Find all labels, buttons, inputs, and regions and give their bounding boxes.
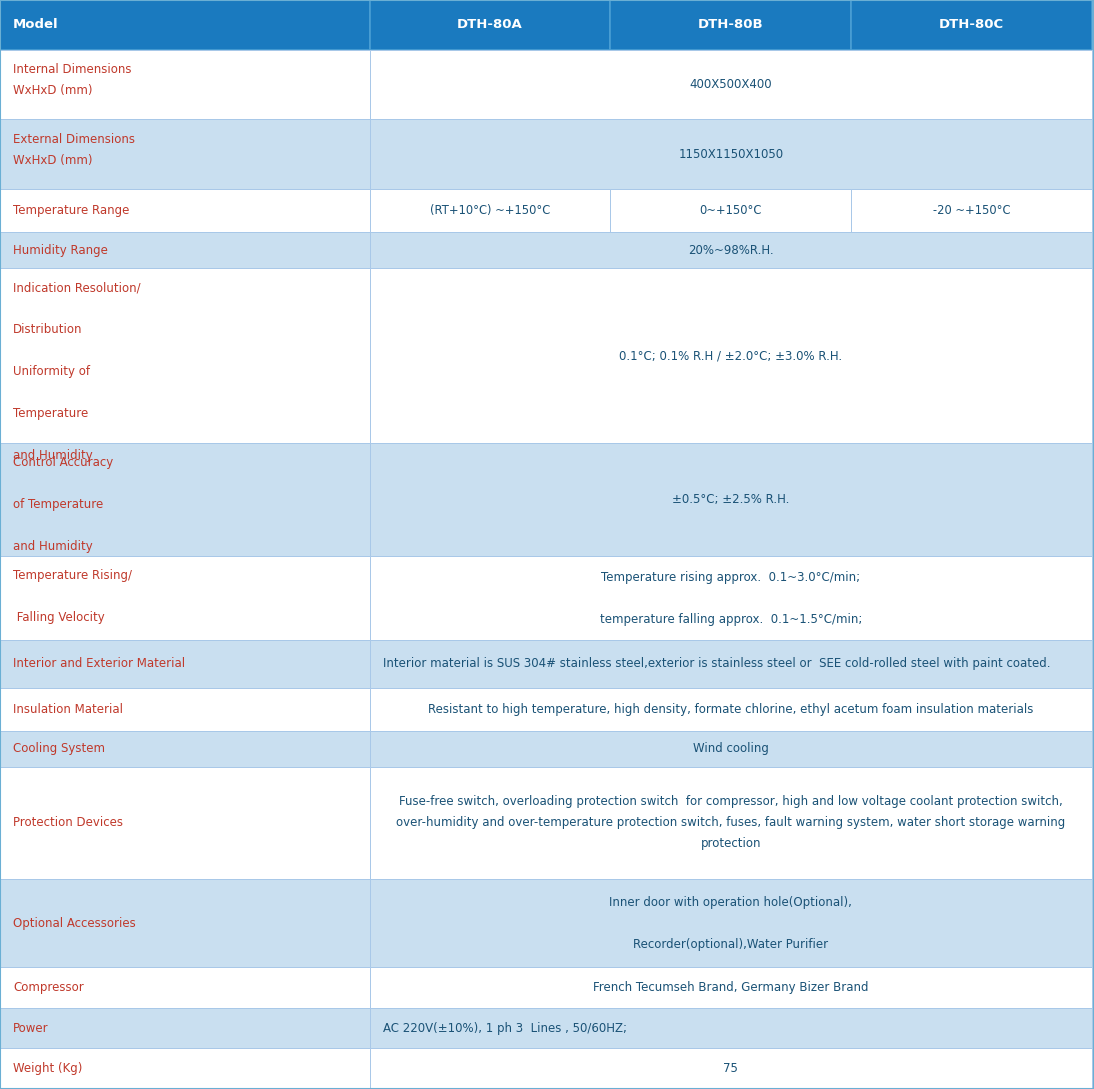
Bar: [0, 232, 370, 268]
Text: External Dimensions
WxHxD (mm): External Dimensions WxHxD (mm): [13, 133, 136, 167]
Bar: [370, 687, 1092, 731]
Bar: [370, 443, 1092, 555]
Bar: [0, 120, 370, 189]
Bar: [0, 1007, 370, 1049]
Bar: [370, 232, 1092, 268]
Bar: [0, 879, 370, 967]
Bar: [370, 640, 1092, 687]
Bar: [370, 189, 610, 232]
Bar: [0, 555, 370, 640]
Bar: [0, 687, 370, 731]
Bar: [370, 0, 610, 50]
Text: 0~+150°C: 0~+150°C: [699, 205, 763, 218]
Text: 0.1°C; 0.1% R.H / ±2.0°C; ±3.0% R.H.: 0.1°C; 0.1% R.H / ±2.0°C; ±3.0% R.H.: [619, 350, 842, 363]
Text: Model: Model: [13, 19, 59, 32]
Bar: [370, 1049, 1092, 1089]
Text: DTH-80B: DTH-80B: [698, 19, 764, 32]
Text: Insulation Material: Insulation Material: [13, 702, 124, 715]
Bar: [0, 967, 370, 1007]
Bar: [0, 268, 370, 443]
Text: AC 220V(±10%), 1 ph 3  Lines , 50/60HZ;: AC 220V(±10%), 1 ph 3 Lines , 50/60HZ;: [383, 1021, 627, 1035]
Bar: [370, 50, 1092, 120]
Text: Resistant to high temperature, high density, formate chlorine, ethyl acetum foam: Resistant to high temperature, high dens…: [428, 702, 1034, 715]
Text: DTH-80A: DTH-80A: [457, 19, 523, 32]
Text: Optional Accessories: Optional Accessories: [13, 917, 136, 930]
Bar: [370, 967, 1092, 1007]
Text: 400X500X400: 400X500X400: [689, 78, 772, 91]
Bar: [370, 120, 1092, 189]
Bar: [370, 1007, 1092, 1049]
Bar: [370, 767, 1092, 879]
Bar: [370, 731, 1092, 767]
Bar: [0, 50, 370, 120]
Text: Cooling System: Cooling System: [13, 742, 105, 755]
Bar: [610, 0, 851, 50]
Bar: [610, 189, 851, 232]
Bar: [0, 1049, 370, 1089]
Bar: [370, 268, 1092, 443]
Text: ±0.5°C; ±2.5% R.H.: ±0.5°C; ±2.5% R.H.: [672, 493, 790, 506]
Text: Protection Devices: Protection Devices: [13, 817, 124, 830]
Text: Fuse-free switch, overloading protection switch  for compressor, high and low vo: Fuse-free switch, overloading protection…: [396, 795, 1066, 851]
Text: Temperature Rising/

 Falling Velocity: Temperature Rising/ Falling Velocity: [13, 568, 132, 624]
Text: Indication Resolution/

Distribution

Uniformity of

Temperature

and Humidity: Indication Resolution/ Distribution Unif…: [13, 281, 141, 463]
Text: Power: Power: [13, 1021, 49, 1035]
Text: Compressor: Compressor: [13, 981, 84, 994]
Text: 1150X1150X1050: 1150X1150X1050: [678, 148, 783, 161]
Text: 75: 75: [723, 1062, 738, 1075]
Text: Interior and Exterior Material: Interior and Exterior Material: [13, 658, 185, 671]
Text: French Tecumseh Brand, Germany Bizer Brand: French Tecumseh Brand, Germany Bizer Bra…: [593, 981, 869, 994]
Bar: [0, 189, 370, 232]
Text: Control Accuracy

of Temperature

and Humidity: Control Accuracy of Temperature and Humi…: [13, 456, 114, 553]
Bar: [370, 879, 1092, 967]
Text: Weight (Kg): Weight (Kg): [13, 1062, 82, 1075]
Text: Temperature rising approx.  0.1~3.0°C/min;

temperature falling approx.  0.1~1.5: Temperature rising approx. 0.1~3.0°C/min…: [600, 571, 862, 625]
Bar: [0, 767, 370, 879]
Bar: [370, 555, 1092, 640]
Bar: [0, 0, 370, 50]
Bar: [0, 731, 370, 767]
Text: Temperature Range: Temperature Range: [13, 205, 129, 218]
Bar: [851, 0, 1092, 50]
Text: DTH-80C: DTH-80C: [939, 19, 1004, 32]
Text: Inner door with operation hole(Optional),

Recorder(optional),Water Purifier: Inner door with operation hole(Optional)…: [609, 896, 852, 951]
Bar: [0, 640, 370, 687]
Text: 20%~98%R.H.: 20%~98%R.H.: [688, 244, 773, 257]
Text: Interior material is SUS 304# stainless steel,exterior is stainless steel or  SE: Interior material is SUS 304# stainless …: [383, 658, 1050, 671]
Bar: [851, 189, 1092, 232]
Text: (RT+10°C) ~+150°C: (RT+10°C) ~+150°C: [430, 205, 550, 218]
Text: Wind cooling: Wind cooling: [693, 742, 769, 755]
Bar: [0, 443, 370, 555]
Text: Internal Dimensions
WxHxD (mm): Internal Dimensions WxHxD (mm): [13, 63, 131, 97]
Text: Humidity Range: Humidity Range: [13, 244, 108, 257]
Text: -20 ~+150°C: -20 ~+150°C: [933, 205, 1010, 218]
